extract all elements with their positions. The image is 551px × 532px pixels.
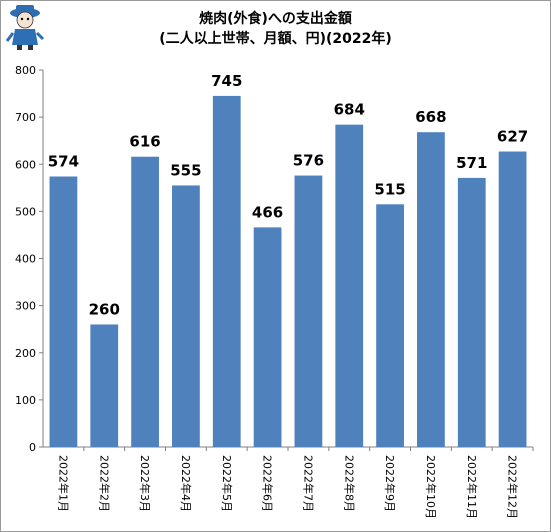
data-label: 745 bbox=[211, 72, 242, 90]
x-tick-label: 2022年6月 bbox=[261, 455, 275, 512]
y-tick-label: 100 bbox=[15, 394, 36, 407]
y-tick-label: 700 bbox=[15, 111, 36, 124]
x-tick-label: 2022年10月 bbox=[424, 455, 438, 519]
bar bbox=[90, 324, 119, 447]
bar bbox=[253, 227, 282, 447]
data-label: 616 bbox=[129, 133, 160, 151]
y-tick-label: 300 bbox=[15, 300, 36, 313]
bar bbox=[172, 185, 200, 448]
x-tick-label: 2022年1月 bbox=[56, 455, 70, 512]
chart-subtitle: (二人以上世帯、月額、円)(2022年) bbox=[159, 31, 392, 47]
y-tick-label: 800 bbox=[15, 64, 36, 77]
y-tick-label: 0 bbox=[29, 441, 36, 454]
x-tick-label: 2022年3月 bbox=[138, 455, 152, 512]
bar bbox=[498, 151, 527, 447]
x-tick-label: 2022年8月 bbox=[342, 455, 356, 512]
y-tick-label: 400 bbox=[15, 253, 36, 266]
data-label: 466 bbox=[252, 203, 283, 221]
y-tick-label: 200 bbox=[15, 347, 36, 360]
x-tick-label: 2022年11月 bbox=[465, 455, 479, 519]
bar bbox=[376, 204, 404, 447]
data-label: 515 bbox=[374, 180, 405, 198]
data-label: 627 bbox=[497, 128, 528, 146]
mascot-logo bbox=[5, 5, 45, 50]
x-tick-label: 2022年9月 bbox=[383, 455, 397, 512]
x-tick-label: 2022年2月 bbox=[97, 455, 111, 512]
bar bbox=[49, 176, 78, 447]
bar bbox=[335, 124, 364, 447]
data-label: 576 bbox=[293, 152, 324, 170]
bar bbox=[212, 95, 241, 447]
bar bbox=[417, 132, 445, 447]
y-tick-label: 600 bbox=[15, 158, 36, 171]
bar bbox=[131, 156, 159, 447]
data-label: 668 bbox=[415, 108, 446, 126]
data-label: 574 bbox=[48, 153, 79, 171]
data-label: 571 bbox=[456, 154, 487, 172]
y-tick-label: 500 bbox=[15, 205, 36, 218]
chart-title: 焼肉(外食)への支出金額 bbox=[199, 11, 352, 27]
data-label: 555 bbox=[170, 161, 201, 179]
x-tick-label: 2022年4月 bbox=[179, 455, 193, 512]
bar bbox=[294, 175, 323, 447]
data-label: 260 bbox=[89, 300, 120, 318]
x-tick-label: 2022年12月 bbox=[506, 455, 520, 519]
data-label: 684 bbox=[334, 101, 365, 119]
x-tick-label: 2022年7月 bbox=[301, 455, 315, 512]
chart-title-block: 焼肉(外食)への支出金額 (二人以上世帯、月額、円)(2022年) bbox=[1, 9, 550, 49]
bar bbox=[457, 177, 486, 447]
x-tick-label: 2022年5月 bbox=[220, 455, 234, 512]
